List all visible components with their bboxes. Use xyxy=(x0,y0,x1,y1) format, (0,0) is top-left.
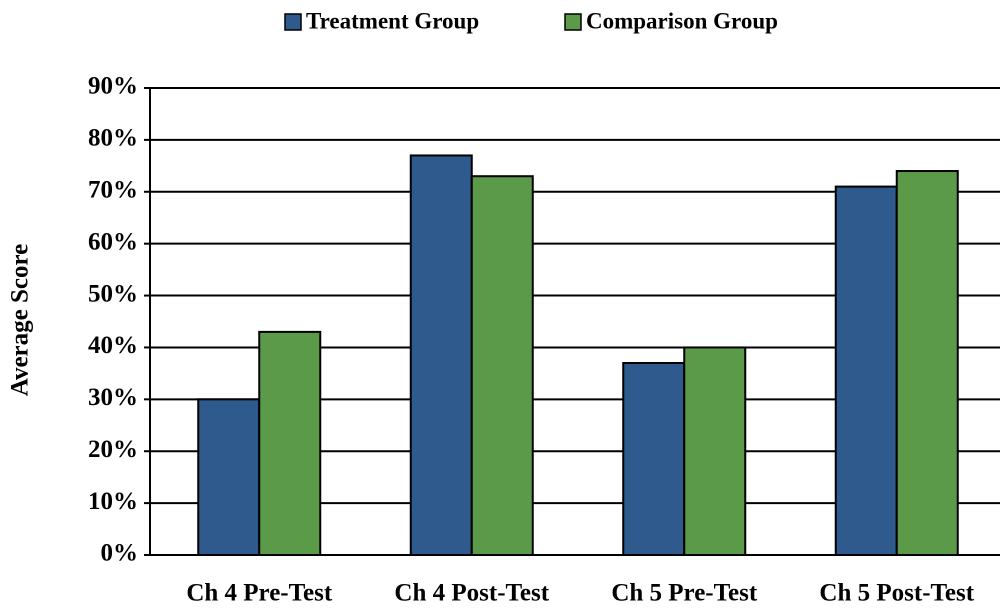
bar xyxy=(470,175,534,556)
y-tick-label: 90% xyxy=(88,73,138,100)
y-tick-label: 0% xyxy=(101,540,139,567)
legend-label: Comparison Group xyxy=(586,8,778,33)
legend-swatch xyxy=(564,13,582,31)
y-tick-label: 20% xyxy=(88,436,138,463)
bar xyxy=(895,170,959,556)
bar xyxy=(409,154,473,556)
bar xyxy=(834,185,898,556)
bar xyxy=(258,330,322,556)
legend-swatch xyxy=(284,13,302,31)
y-axis-label: Average Score xyxy=(7,244,34,396)
bar xyxy=(683,346,747,557)
y-tick-label: 60% xyxy=(88,228,138,255)
legend-label: Treatment Group xyxy=(306,8,479,33)
x-tick-label: Ch 5 Pre-Test xyxy=(611,580,758,607)
y-tick-label: 50% xyxy=(88,280,138,307)
x-tick-label: Ch 4 Post-Test xyxy=(394,580,549,607)
x-tick-label: Ch 5 Post-Test xyxy=(819,580,974,607)
x-tick-label: Ch 4 Pre-Test xyxy=(186,580,333,607)
y-tick-label: 30% xyxy=(88,384,138,411)
bar xyxy=(197,398,261,557)
y-tick-label: 10% xyxy=(88,488,138,515)
y-tick-label: 80% xyxy=(88,125,138,152)
y-tick-label: 70% xyxy=(88,177,138,204)
y-tick-label: 40% xyxy=(88,332,138,359)
bar xyxy=(622,362,686,556)
